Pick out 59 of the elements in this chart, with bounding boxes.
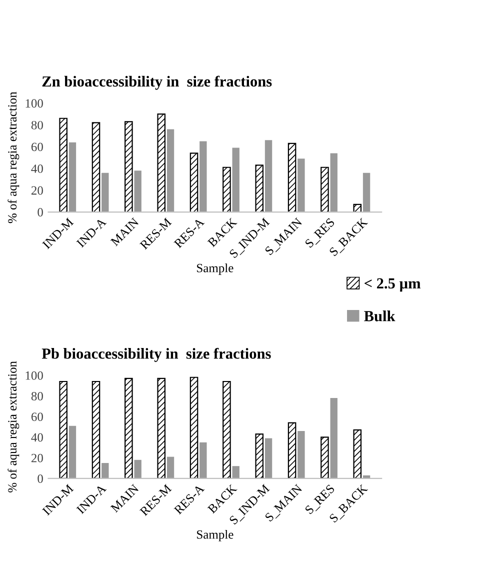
bar <box>353 429 362 478</box>
bar <box>362 172 370 212</box>
y-tick-label: 20 <box>31 186 43 195</box>
bar <box>157 378 166 478</box>
bar <box>222 166 231 212</box>
x-axis-title: Sample <box>197 264 234 275</box>
y-axis-title: % of aqua regia extraction <box>8 92 20 224</box>
bar <box>92 380 100 478</box>
bar <box>124 121 133 212</box>
bar <box>232 148 240 212</box>
bar <box>298 431 305 478</box>
x-axis-title: Sample <box>197 530 234 542</box>
bar <box>59 118 68 212</box>
bar <box>102 172 109 212</box>
bar <box>166 456 174 478</box>
bar <box>190 152 198 212</box>
bar <box>232 466 240 478</box>
bar <box>59 380 68 478</box>
bar <box>102 462 109 478</box>
bar <box>166 129 174 212</box>
legend-label: Bulk <box>364 310 396 322</box>
bar <box>222 380 231 478</box>
bar <box>124 378 133 478</box>
y-tick-label: 40 <box>31 164 43 173</box>
y-axis-title: % of aqua regia extraction <box>8 361 20 492</box>
bar <box>330 153 338 212</box>
chart-title: Zn bioaccessibility in size fractions <box>42 76 272 90</box>
bar <box>134 170 142 212</box>
bar <box>255 434 264 478</box>
y-tick-label: 80 <box>31 120 43 130</box>
y-tick-label: 0 <box>38 208 43 216</box>
y-tick-label: 0 <box>38 474 43 483</box>
bar <box>157 113 166 212</box>
bar <box>264 438 272 478</box>
y-tick-label: 20 <box>31 454 43 462</box>
bar <box>200 442 207 478</box>
bar <box>264 140 272 212</box>
bar <box>320 166 329 212</box>
bar <box>288 422 296 478</box>
bar <box>200 141 207 212</box>
bar <box>320 436 329 478</box>
bar <box>255 164 264 212</box>
bar <box>353 204 362 212</box>
y-tick-label: 100 <box>26 371 43 380</box>
legend-label: < 2.5 µm <box>364 278 421 292</box>
bar <box>68 142 76 212</box>
bar <box>330 398 338 478</box>
bar <box>92 122 100 212</box>
bar <box>298 158 305 212</box>
y-tick-label: 60 <box>31 412 43 422</box>
bar <box>134 460 142 478</box>
chart-title: Pb bioaccessibility in size fractions <box>42 348 271 362</box>
y-tick-label: 100 <box>26 99 43 108</box>
bar <box>190 376 198 478</box>
y-tick-label: 80 <box>31 392 43 400</box>
y-tick-label: 40 <box>31 433 43 442</box>
bar <box>68 426 76 478</box>
bar <box>288 142 296 212</box>
y-tick-label: 60 <box>31 142 43 152</box>
